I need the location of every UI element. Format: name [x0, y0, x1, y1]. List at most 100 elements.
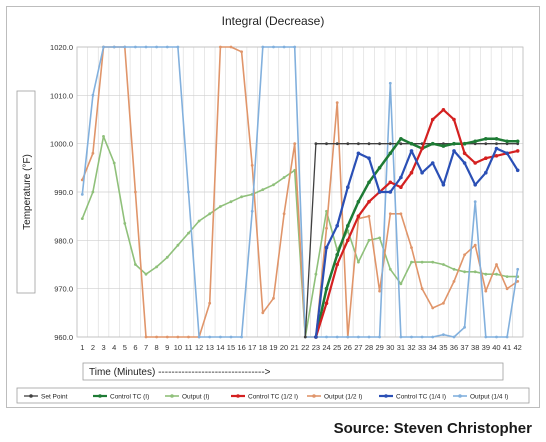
legend-label: Output (I) [182, 394, 209, 401]
data-point [463, 325, 466, 329]
data-point [324, 245, 329, 250]
data-point [505, 142, 509, 146]
data-point [505, 139, 509, 144]
data-point [165, 335, 169, 339]
data-point [197, 219, 201, 223]
data-point [367, 238, 371, 242]
data-point [463, 270, 466, 274]
data-point [484, 142, 488, 146]
data-point [399, 212, 403, 216]
data-point [399, 185, 403, 189]
grid [76, 46, 524, 338]
x-tick-label: 35 [439, 343, 447, 352]
data-point [473, 183, 478, 187]
data-point [516, 280, 520, 283]
legend-marker [29, 394, 33, 398]
legend-label: Control TC (1/4 I) [396, 394, 446, 401]
data-point [430, 161, 435, 165]
y-tick-label: 1020.0 [50, 43, 73, 52]
data-point [346, 224, 350, 228]
data-point [219, 335, 222, 339]
data-point [388, 190, 393, 194]
data-point [346, 142, 350, 146]
data-point [91, 151, 95, 155]
x-tick-label: 23 [312, 343, 320, 352]
data-point [282, 212, 286, 216]
data-point [516, 142, 520, 146]
data-point [516, 267, 520, 271]
data-point [388, 212, 392, 216]
data-point [515, 149, 520, 153]
data-point [420, 260, 424, 264]
data-point [229, 200, 233, 204]
data-point [229, 45, 233, 49]
legend-label: Control TC (1/2 I) [248, 394, 298, 401]
data-point [134, 263, 137, 266]
data-point [176, 45, 180, 49]
data-point [409, 149, 414, 153]
data-point [314, 272, 318, 276]
data-point [367, 199, 371, 204]
y-tick-label: 1000.0 [50, 140, 73, 149]
y-tick-label: 1010.0 [50, 91, 73, 100]
data-point [399, 282, 403, 286]
legend-marker [170, 394, 174, 398]
data-point [399, 137, 403, 141]
data-point [367, 214, 371, 218]
data-point [452, 117, 456, 122]
data-point [367, 142, 371, 146]
data-point [144, 335, 148, 339]
x-tick-label: 28 [365, 343, 373, 352]
data-point [112, 45, 116, 49]
series-line [81, 46, 519, 338]
data-point [484, 170, 488, 175]
data-point [377, 190, 382, 194]
data-point [505, 335, 509, 339]
x-tick-label: 9 [165, 343, 169, 352]
legend: Set Point Control TC (I) Output (I) Control… [24, 394, 508, 401]
data-point [356, 214, 361, 218]
data-point [187, 335, 190, 339]
data-point [484, 272, 488, 276]
x-tick-label: 39 [482, 343, 490, 352]
data-point [515, 168, 520, 173]
data-point [346, 238, 350, 243]
chart-title: Integral (Decrease) [222, 14, 325, 28]
data-point [495, 263, 498, 266]
data-point [388, 180, 393, 185]
data-point [409, 170, 414, 175]
data-point [505, 275, 509, 278]
y-tick-label: 980.0 [54, 236, 73, 245]
x-tick-label: 31 [397, 343, 405, 352]
x-tick-label: 10 [174, 343, 182, 352]
data-point [123, 222, 127, 225]
x-tick-label: 21 [291, 343, 299, 352]
data-point [356, 199, 361, 204]
data-point [367, 180, 371, 185]
x-tick-label: 32 [407, 343, 415, 352]
y-tick-labels: 960.0 970.0 980.0 990.0 1000.0 1010.0 1020.0 [50, 43, 73, 342]
data-point [357, 335, 360, 339]
data-point [325, 226, 328, 230]
data-point [378, 236, 381, 240]
x-axis-title: Time (Minutes) -------------------------… [89, 367, 271, 378]
x-tick-label: 29 [375, 343, 383, 352]
data-point [410, 335, 413, 339]
data-point [102, 45, 105, 49]
x-tick-label: 26 [344, 343, 352, 352]
data-point [462, 151, 467, 156]
data-point [335, 142, 339, 146]
data-point [420, 287, 424, 291]
data-point [335, 224, 340, 228]
legend-item: Control TC (1/4 I) [379, 394, 446, 401]
data-point [462, 161, 467, 165]
data-point [293, 45, 297, 49]
x-tick-labels: 1 2 3 4 5 6 7 8 9 10 11 12 13 14 15 16 17 18 19 20 21 22 23 24 2… [80, 343, 522, 352]
data-point [473, 243, 477, 247]
data-point [112, 161, 116, 165]
data-point [505, 287, 509, 291]
data-point [484, 156, 488, 160]
series-layer [80, 45, 520, 339]
data-point [324, 286, 329, 291]
data-point [325, 142, 328, 146]
